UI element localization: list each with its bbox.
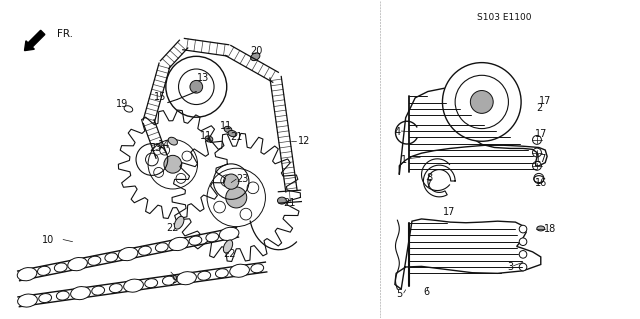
Ellipse shape [18, 294, 37, 307]
Circle shape [519, 225, 527, 233]
Text: 21: 21 [230, 132, 243, 142]
Circle shape [455, 75, 508, 129]
Text: 6: 6 [424, 287, 429, 297]
Circle shape [221, 175, 232, 187]
Ellipse shape [189, 236, 202, 245]
Text: 22: 22 [166, 223, 179, 234]
Circle shape [519, 238, 527, 246]
Circle shape [148, 139, 198, 189]
Text: 9: 9 [171, 275, 177, 285]
Text: 18: 18 [543, 224, 556, 234]
Circle shape [154, 167, 164, 177]
FancyArrow shape [24, 30, 45, 51]
Ellipse shape [168, 137, 177, 145]
Ellipse shape [278, 197, 286, 204]
Ellipse shape [124, 279, 143, 292]
Ellipse shape [68, 257, 88, 271]
Text: 3: 3 [508, 262, 513, 272]
Text: 23: 23 [236, 174, 249, 184]
Ellipse shape [156, 243, 168, 252]
Circle shape [190, 80, 203, 93]
Circle shape [164, 155, 182, 173]
Ellipse shape [174, 216, 184, 229]
Text: 10: 10 [42, 234, 54, 244]
Ellipse shape [230, 264, 250, 277]
Ellipse shape [138, 246, 151, 255]
Ellipse shape [88, 256, 100, 265]
Text: 22: 22 [223, 249, 236, 259]
Text: 17: 17 [539, 96, 552, 106]
Ellipse shape [39, 293, 52, 303]
Text: 20: 20 [250, 46, 263, 56]
Ellipse shape [251, 53, 260, 61]
Ellipse shape [228, 130, 237, 137]
Ellipse shape [220, 227, 239, 241]
Polygon shape [395, 219, 541, 289]
Text: 21: 21 [284, 198, 296, 208]
Ellipse shape [206, 233, 219, 242]
Ellipse shape [38, 266, 51, 275]
Ellipse shape [56, 291, 69, 300]
Ellipse shape [124, 106, 132, 112]
Text: 8: 8 [426, 173, 432, 183]
Ellipse shape [169, 237, 188, 251]
Circle shape [470, 91, 493, 113]
Ellipse shape [118, 248, 138, 261]
Ellipse shape [109, 284, 122, 293]
Ellipse shape [163, 276, 175, 285]
Text: 17: 17 [443, 207, 455, 217]
Text: 4: 4 [394, 127, 401, 137]
Text: 15: 15 [154, 92, 166, 102]
Text: 13: 13 [196, 73, 209, 83]
Circle shape [160, 145, 170, 155]
Text: 17: 17 [534, 154, 547, 164]
Circle shape [519, 250, 527, 258]
Text: 17: 17 [534, 129, 547, 139]
Ellipse shape [92, 286, 104, 295]
Ellipse shape [70, 286, 90, 300]
Ellipse shape [17, 268, 37, 281]
Ellipse shape [177, 272, 196, 285]
Ellipse shape [216, 269, 228, 278]
Circle shape [226, 187, 247, 208]
Circle shape [207, 168, 266, 226]
Circle shape [223, 174, 239, 189]
Text: 7: 7 [425, 179, 431, 189]
Circle shape [176, 174, 186, 183]
Circle shape [182, 151, 192, 161]
Ellipse shape [534, 176, 544, 182]
Text: 1: 1 [401, 154, 408, 165]
Text: 11: 11 [220, 121, 232, 131]
Circle shape [214, 201, 225, 213]
Circle shape [442, 63, 521, 141]
Ellipse shape [205, 136, 213, 142]
Circle shape [240, 208, 252, 220]
Ellipse shape [54, 263, 67, 272]
Ellipse shape [251, 264, 264, 273]
Ellipse shape [223, 240, 233, 253]
Circle shape [519, 263, 527, 271]
Text: 14: 14 [159, 140, 171, 150]
Text: 5: 5 [396, 289, 403, 299]
Ellipse shape [224, 126, 232, 133]
Text: 12: 12 [298, 136, 310, 145]
Text: 16: 16 [534, 178, 547, 188]
Text: 11: 11 [200, 131, 212, 141]
Text: S103 E1100: S103 E1100 [477, 13, 531, 22]
Text: FR.: FR. [56, 29, 72, 39]
Text: 19: 19 [116, 99, 128, 109]
Ellipse shape [105, 253, 118, 262]
Circle shape [247, 182, 259, 194]
Text: 2: 2 [536, 103, 542, 113]
Ellipse shape [537, 226, 545, 231]
Text: 23: 23 [149, 144, 161, 153]
Ellipse shape [145, 279, 157, 288]
Polygon shape [399, 88, 547, 175]
Circle shape [166, 56, 227, 117]
Ellipse shape [198, 271, 211, 280]
